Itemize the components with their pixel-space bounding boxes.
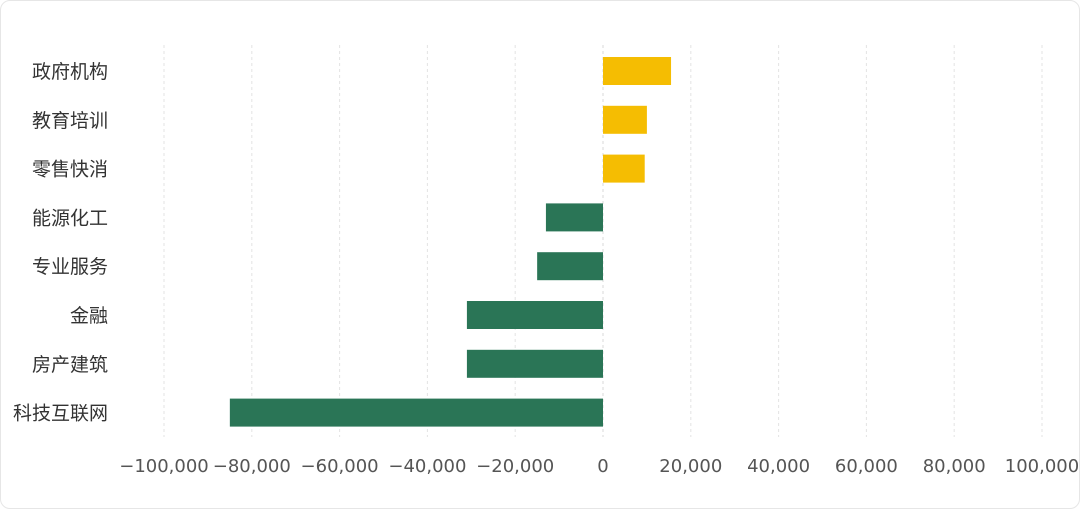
x-tick-label: −100,000 — [119, 456, 209, 477]
category-label: 能源化工 — [32, 207, 108, 229]
bar — [603, 154, 645, 183]
x-tick-label: 100,000 — [1005, 456, 1079, 477]
category-label: 零售快消 — [32, 159, 108, 181]
x-tick-label: −40,000 — [388, 456, 466, 477]
category-label: 政府机构 — [32, 61, 108, 83]
bar — [466, 349, 603, 378]
bar — [466, 301, 603, 329]
bars — [229, 57, 672, 427]
x-tick-label: 20,000 — [659, 456, 722, 477]
bar — [545, 203, 603, 232]
x-tick-label: −20,000 — [476, 456, 554, 477]
grid-lines — [163, 45, 1043, 437]
category-label: 教育培训 — [32, 110, 108, 132]
x-tick-label: −60,000 — [301, 456, 379, 477]
x-tick-label: −80,000 — [213, 456, 291, 477]
category-label: 科技互联网 — [13, 403, 108, 425]
x-tick-label: 60,000 — [835, 456, 898, 477]
x-tick-labels: −100,000 −80,000 −60,000 −40,000 −20,000 0 20,… — [119, 456, 1079, 477]
category-label: 专业服务 — [32, 256, 108, 278]
bar — [229, 398, 603, 427]
x-tick-label: 0 — [597, 456, 608, 477]
category-label: 金融 — [70, 305, 108, 327]
bar — [603, 57, 672, 85]
bar — [537, 252, 603, 281]
category-label: 房产建筑 — [32, 354, 108, 376]
x-tick-label: 40,000 — [747, 456, 810, 477]
x-tick-label: 80,000 — [923, 456, 986, 477]
bar — [603, 105, 647, 134]
